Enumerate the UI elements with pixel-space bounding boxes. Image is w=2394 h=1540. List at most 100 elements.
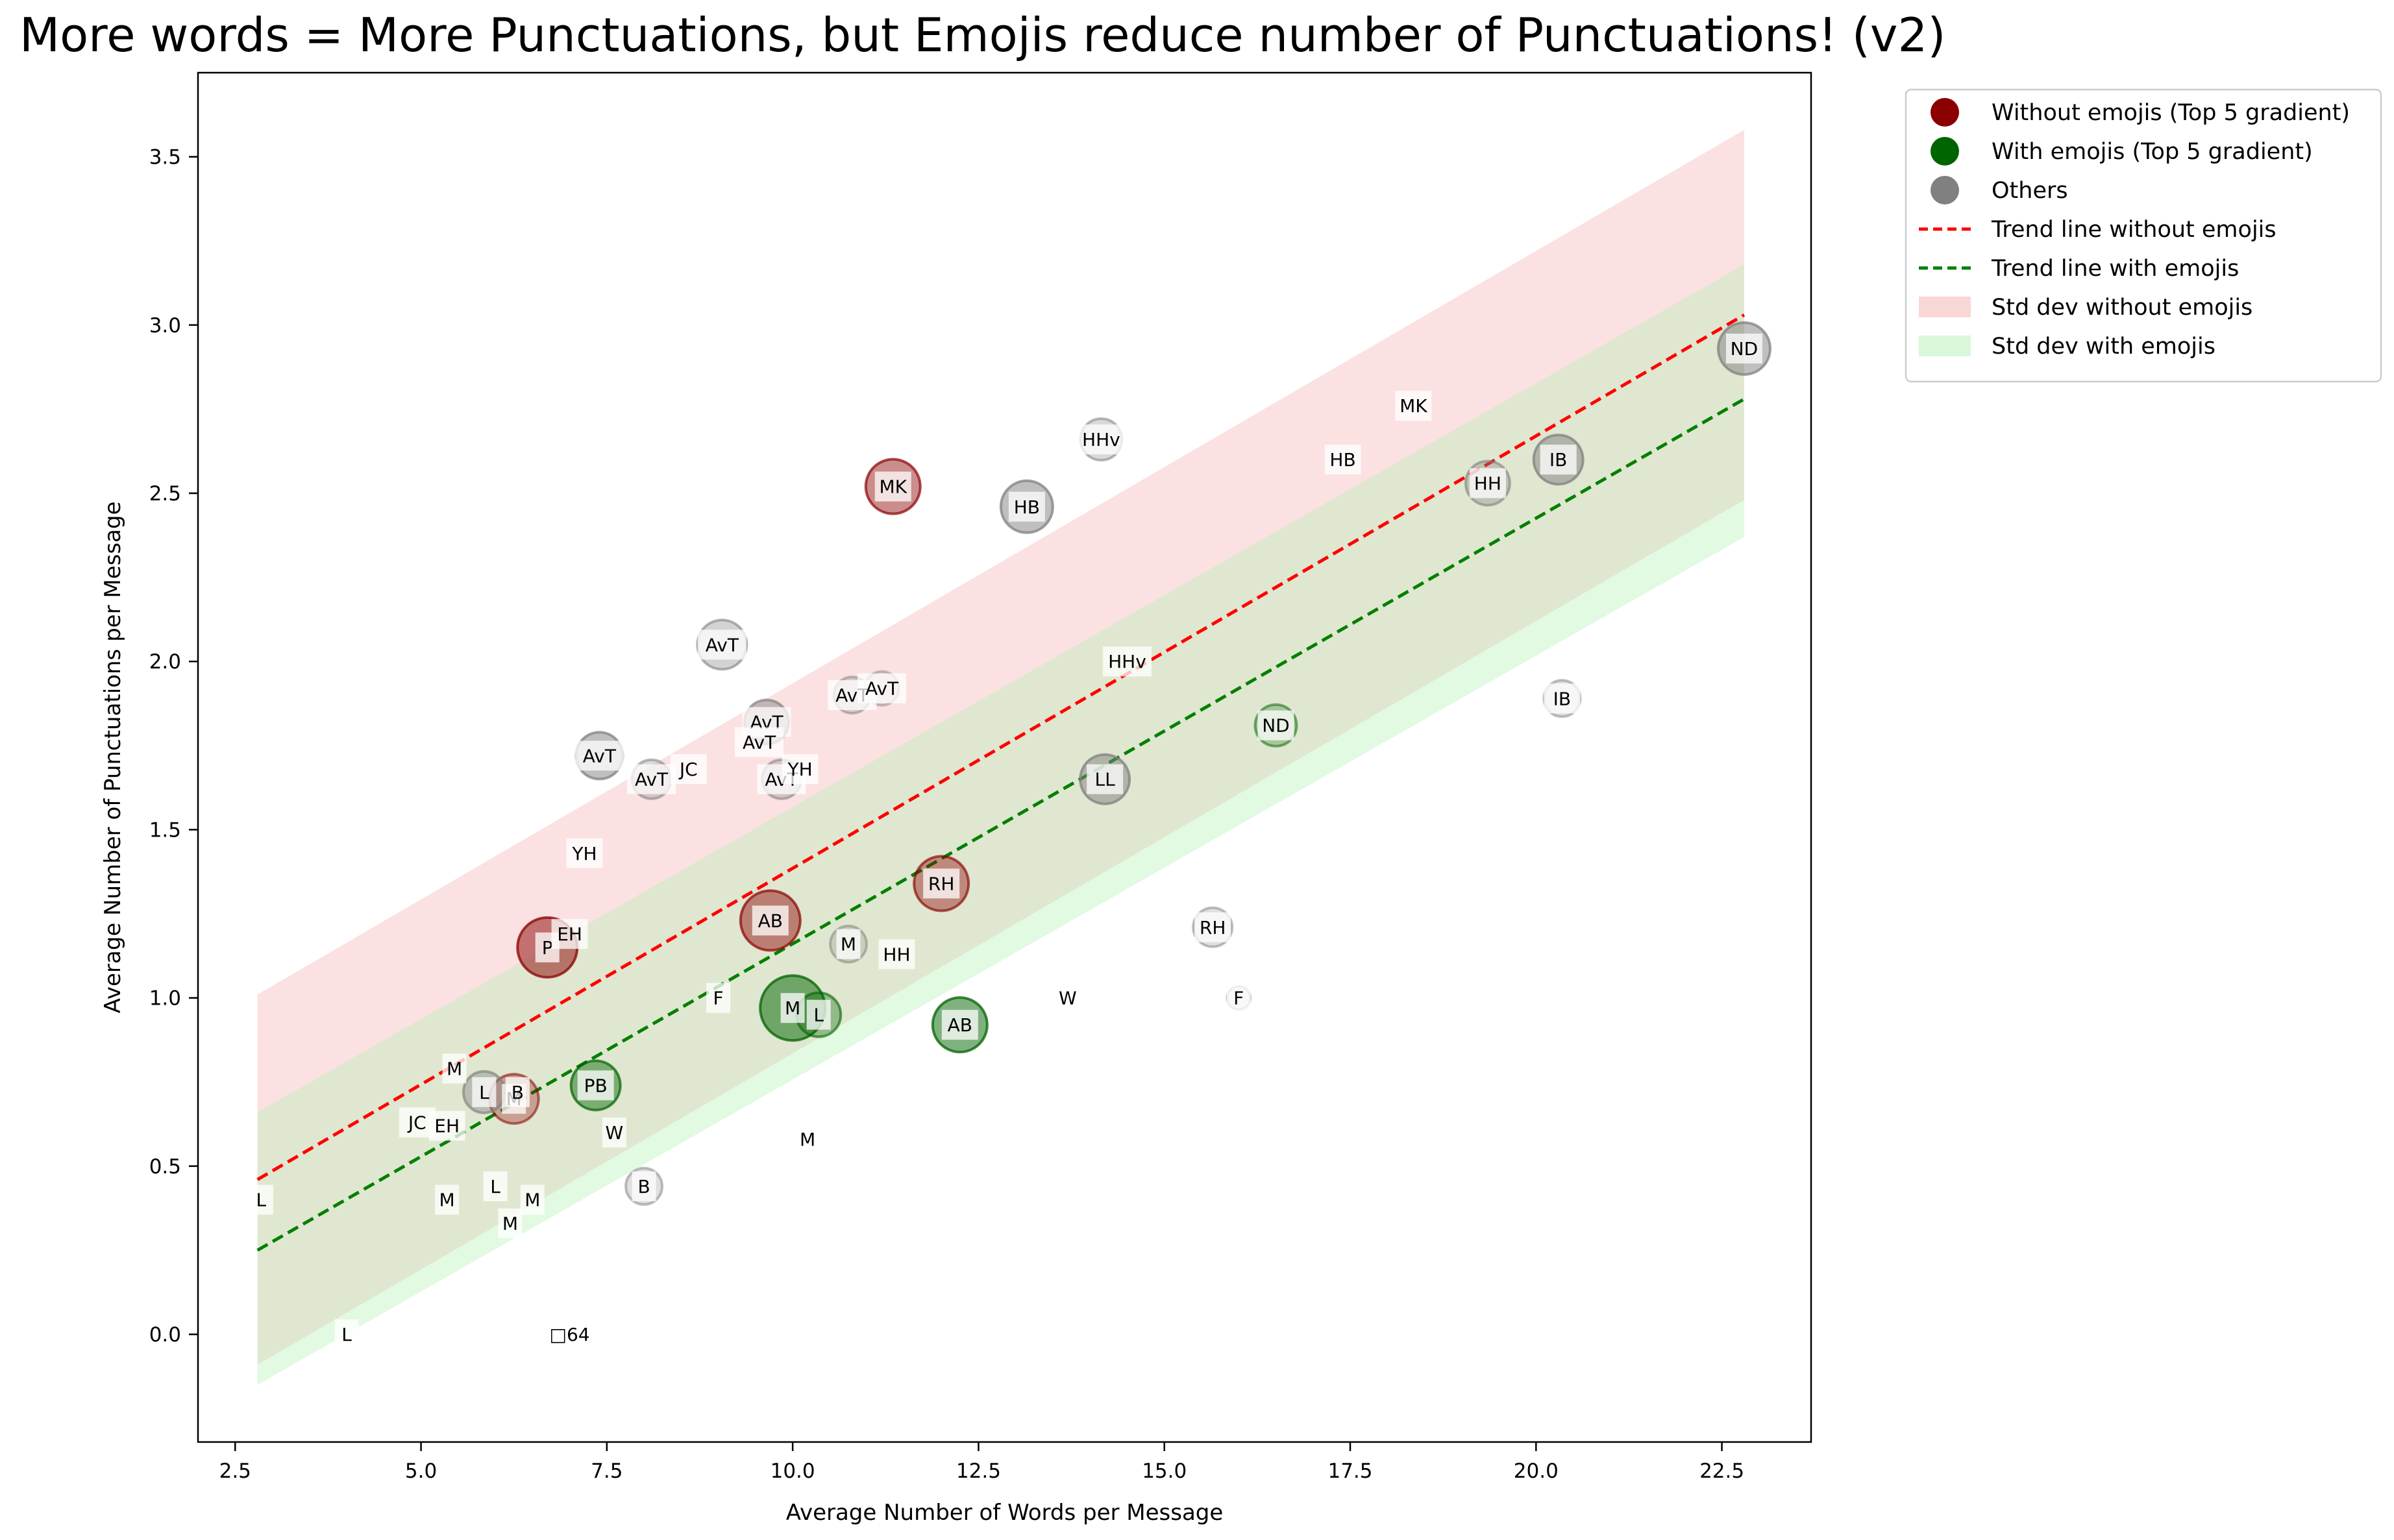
data-label-box <box>1226 983 1251 1013</box>
data-label-box <box>472 1077 497 1107</box>
data-label-box <box>627 764 676 794</box>
data-label: F <box>713 988 724 1009</box>
y-tick-label: 3.0 <box>149 314 181 337</box>
data-label-box <box>602 1118 626 1148</box>
data-label: AvT <box>583 745 617 766</box>
std-dev-bands <box>257 130 1744 1385</box>
data-label: IB <box>1553 688 1571 709</box>
legend-marker <box>1931 137 1959 165</box>
data-label-box <box>1087 764 1124 794</box>
x-tick-label: 20.0 <box>1514 1460 1559 1483</box>
data-label: M <box>785 997 800 1019</box>
data-label: MK <box>1400 395 1427 417</box>
data-points: MKPABRHMMABPBLNDNDHBHHvAvTIBHHLLAvTAvTAv… <box>249 321 1771 1350</box>
y-tick-label: 0.0 <box>149 1323 181 1347</box>
chart-title: More words = More Punctuations, but Emoj… <box>19 8 1946 62</box>
data-label: L <box>341 1324 352 1345</box>
data-label: AvT <box>743 732 776 753</box>
data-label: M <box>502 1213 518 1234</box>
data-label: F <box>1233 988 1244 1009</box>
data-label: YH <box>787 759 812 780</box>
data-label-box <box>632 1171 656 1201</box>
data-label-box <box>574 740 624 771</box>
data-label: IB <box>1549 449 1567 471</box>
data-label: L <box>813 1005 824 1026</box>
data-label: M <box>800 1129 815 1150</box>
x-tick-label: 17.5 <box>1327 1460 1372 1483</box>
trend-line-without-emojis <box>256 313 1746 1181</box>
data-label: HB <box>1014 496 1040 518</box>
data-label-box <box>1544 683 1581 714</box>
y-tick-label: 2.5 <box>149 482 181 506</box>
data-label-box <box>1725 334 1762 364</box>
data-label-box <box>545 1319 595 1350</box>
data-label-box <box>670 754 707 785</box>
data-label-box <box>249 1184 273 1215</box>
data-label: AvT <box>865 678 899 700</box>
legend-entry-label: Others <box>1992 178 2068 204</box>
data-label-box <box>442 1053 467 1084</box>
plot-frame <box>197 71 1812 1443</box>
y-tick-label: 1.0 <box>149 987 181 1010</box>
std-dev-band-with-emojis <box>257 264 1744 1385</box>
data-label-box <box>780 993 805 1023</box>
data-label: LL <box>1094 769 1115 790</box>
x-tick-label: 7.5 <box>591 1460 623 1483</box>
legend-entry-label: Std dev without emojis <box>1992 295 2252 321</box>
y-axis-label: Average Number of Punctuations per Messa… <box>100 502 126 1014</box>
data-label: YH <box>571 843 597 864</box>
data-label-box <box>1194 912 1231 942</box>
data-label: W <box>605 1122 623 1143</box>
data-label: HH <box>1474 472 1501 494</box>
data-label: L <box>479 1082 489 1103</box>
legend-patch <box>1919 336 1971 356</box>
data-label-box <box>505 1077 530 1107</box>
legend-marker <box>1931 98 1959 127</box>
data-label: M <box>439 1190 455 1211</box>
x-tick-label: 15.0 <box>1142 1460 1187 1483</box>
data-label-box <box>551 919 588 949</box>
data-label-box <box>1076 424 1126 455</box>
data-label-box <box>435 1184 460 1215</box>
data-label: AB <box>758 910 783 931</box>
data-label: RH <box>928 873 955 894</box>
axes: 2.5 5.0 7.5 10.0 12.5 15.0 17.5 20.0 22.5 0.0 0.5 1… <box>100 71 1812 1526</box>
data-label: JC <box>678 759 698 780</box>
data-label-box <box>1008 491 1045 522</box>
data-label: M <box>524 1190 540 1211</box>
legend-marker <box>1931 176 1959 204</box>
x-tick-label: 5.0 <box>405 1460 437 1483</box>
data-label: M <box>447 1058 462 1080</box>
data-label-box <box>483 1171 508 1201</box>
data-label: HB <box>1329 449 1355 471</box>
data-label-box <box>874 471 911 502</box>
data-label-box <box>782 754 819 785</box>
y-tick-label: 2.0 <box>149 650 181 674</box>
x-tick-label: 10.0 <box>771 1460 815 1483</box>
data-label-box <box>1469 468 1506 498</box>
data-label-box <box>1055 983 1080 1013</box>
data-label: L <box>256 1190 267 1211</box>
legend-patch <box>1919 297 1971 317</box>
legend-entry-label: With emojis (Top 5 gradient) <box>1992 139 2313 165</box>
data-label-box <box>858 673 907 703</box>
data-label: W <box>1059 988 1077 1009</box>
data-label-box <box>795 1124 820 1155</box>
data-label-box <box>923 868 960 899</box>
data-label-box <box>735 727 784 757</box>
x-tick-label: 2.5 <box>219 1460 251 1483</box>
data-label-box <box>878 939 915 970</box>
data-label: B <box>512 1082 524 1103</box>
data-label: PB <box>584 1075 608 1096</box>
data-label-box <box>806 999 831 1030</box>
data-label-box <box>1257 710 1294 740</box>
data-label-box <box>428 1110 465 1141</box>
data-label: RH <box>1200 917 1226 938</box>
data-label-box <box>1540 445 1577 475</box>
y-tick-label: 1.5 <box>149 818 181 842</box>
data-label: AvT <box>635 769 669 790</box>
data-label: AB <box>948 1014 972 1036</box>
data-label-box <box>697 629 747 660</box>
legend-entry-label: Without emojis (Top 5 gradient) <box>1992 100 2350 126</box>
data-label: ND <box>1731 338 1758 360</box>
